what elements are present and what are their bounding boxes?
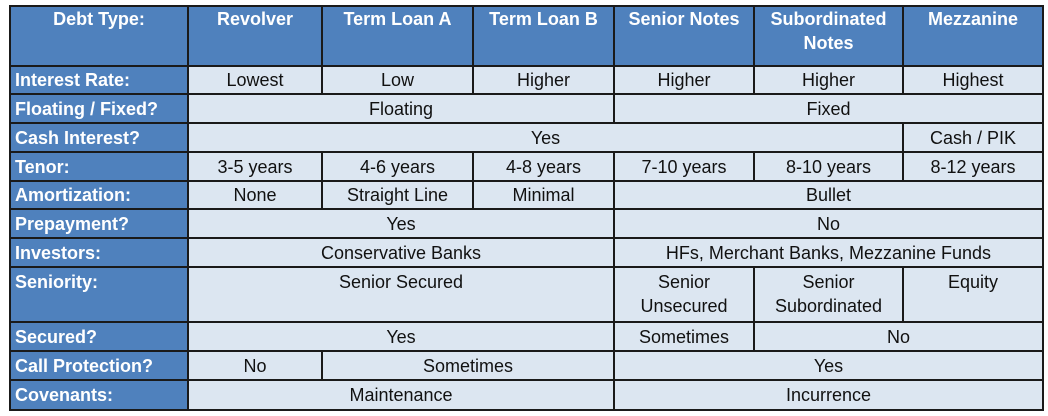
table-cell: Maintenance xyxy=(187,379,615,411)
table-row: Prepayment? Yes No xyxy=(9,208,1044,239)
table-cell: Straight Line xyxy=(321,180,474,210)
row-label-secured: Secured? xyxy=(9,321,189,352)
table-cell: Low xyxy=(321,65,474,95)
table-cell: Yes xyxy=(187,122,904,153)
row-label-tenor: Tenor: xyxy=(9,151,189,182)
table-cell: None xyxy=(187,180,323,210)
table-row: Floating / Fixed? Floating Fixed xyxy=(9,93,1044,124)
column-header-term-loan-a: Term Loan A xyxy=(321,5,474,67)
table-cell: Senior Secured xyxy=(187,266,615,323)
table-cell: No xyxy=(753,321,1044,352)
row-label-prepayment: Prepayment? xyxy=(9,208,189,239)
table-cell: Sometimes xyxy=(613,321,755,352)
row-label-amortization: Amortization: xyxy=(9,180,189,210)
column-header-subordinated-notes: Subordinated Notes xyxy=(753,5,904,67)
table-row: Amortization: None Straight Line Minimal… xyxy=(9,180,1044,210)
table-cell: Highest xyxy=(902,65,1044,95)
table-row: Call Protection? No Sometimes Yes xyxy=(9,350,1044,381)
row-label-floating-fixed: Floating / Fixed? xyxy=(9,93,189,124)
row-label-seniority: Seniority: xyxy=(9,266,189,323)
table-row: Tenor: 3-5 years 4-6 years 4-8 years 7-1… xyxy=(9,151,1044,182)
table-cell: HFs, Merchant Banks, Mezzanine Funds xyxy=(613,237,1044,268)
table-cell: Incurrence xyxy=(613,379,1044,411)
table-cell: 4-8 years xyxy=(472,151,615,182)
column-header-mezzanine: Mezzanine xyxy=(902,5,1044,67)
table-row: Covenants: Maintenance Incurrence xyxy=(9,379,1044,411)
table-cell: 4-6 years xyxy=(321,151,474,182)
table-cell: Floating xyxy=(187,93,615,124)
row-label-interest-rate: Interest Rate: xyxy=(9,65,189,95)
table-cell: 8-12 years xyxy=(902,151,1044,182)
table-cell: Conservative Banks xyxy=(187,237,615,268)
table-cell: 8-10 years xyxy=(753,151,904,182)
header-row: Debt Type: Revolver Term Loan A Term Loa… xyxy=(9,5,1044,67)
table-cell: Lowest xyxy=(187,65,323,95)
table-row: Investors: Conservative Banks HFs, Merch… xyxy=(9,237,1044,268)
table-row: Cash Interest? Yes Cash / PIK xyxy=(9,122,1044,153)
table-cell: Senior Unsecured xyxy=(613,266,755,323)
header-corner: Debt Type: xyxy=(9,5,189,67)
table-cell: Senior Subordinated xyxy=(753,266,904,323)
column-header-revolver: Revolver xyxy=(187,5,323,67)
table-cell: Sometimes xyxy=(321,350,615,381)
table-row: Interest Rate: Lowest Low Higher Higher … xyxy=(9,65,1044,95)
table-cell: 3-5 years xyxy=(187,151,323,182)
table-cell: Yes xyxy=(187,208,615,239)
table-cell: Equity xyxy=(902,266,1044,323)
table-cell: Yes xyxy=(613,350,1044,381)
row-label-investors: Investors: xyxy=(9,237,189,268)
debt-comparison-table: Debt Type: Revolver Term Loan A Term Loa… xyxy=(9,5,1044,411)
table-cell: No xyxy=(613,208,1044,239)
table-row: Secured? Yes Sometimes No xyxy=(9,321,1044,352)
table-cell: Higher xyxy=(753,65,904,95)
column-header-senior-notes: Senior Notes xyxy=(613,5,755,67)
table-cell: 7-10 years xyxy=(613,151,755,182)
row-label-covenants: Covenants: xyxy=(9,379,189,411)
table-cell: Higher xyxy=(472,65,615,95)
table-cell: Yes xyxy=(187,321,615,352)
table-cell: Fixed xyxy=(613,93,1044,124)
row-label-call-protection: Call Protection? xyxy=(9,350,189,381)
table-cell: Higher xyxy=(613,65,755,95)
table-cell: Bullet xyxy=(613,180,1044,210)
table-cell: Minimal xyxy=(472,180,615,210)
table-cell: Cash / PIK xyxy=(902,122,1044,153)
column-header-term-loan-b: Term Loan B xyxy=(472,5,615,67)
table-row: Seniority: Senior Secured Senior Unsecur… xyxy=(9,266,1044,323)
row-label-cash-interest: Cash Interest? xyxy=(9,122,189,153)
table-cell: No xyxy=(187,350,323,381)
